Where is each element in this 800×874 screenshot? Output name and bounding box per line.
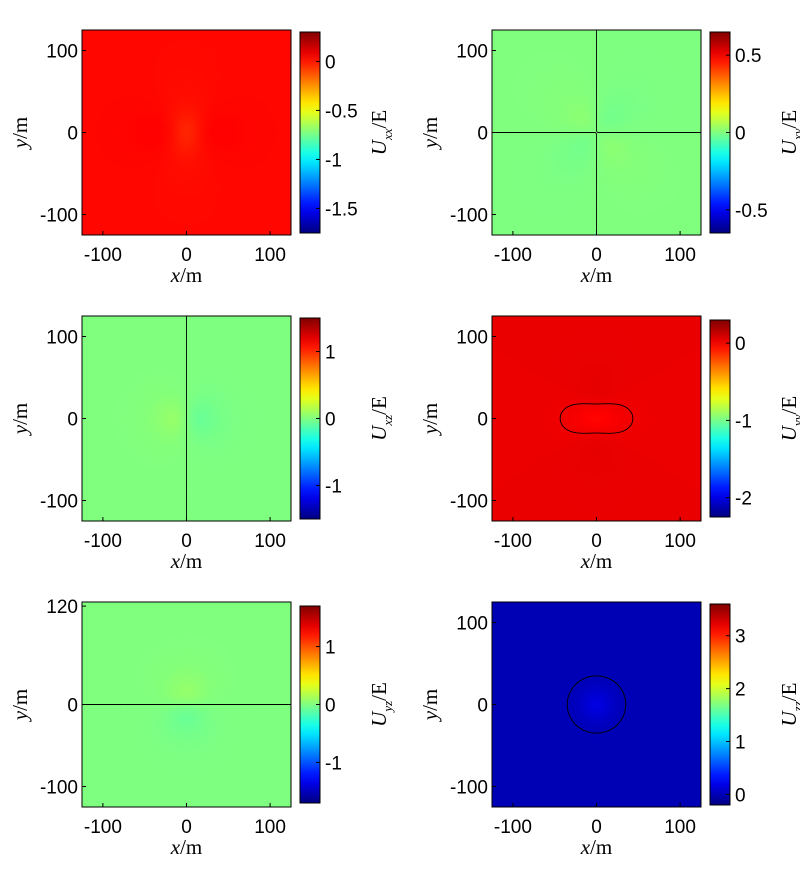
y-tick-label: 0 — [477, 410, 488, 431]
contour-line — [559, 403, 634, 434]
y-axis-label: y/m — [8, 689, 32, 723]
contours-uzz — [566, 675, 627, 734]
y-tick-label: -100 — [450, 206, 488, 227]
colorbar-uyz: 1 0 -1 Uyz/E — [299, 605, 395, 804]
x-tick-label: 0 — [181, 245, 192, 266]
y-tick-label: -100 — [450, 778, 488, 799]
colorbar-label: Uyy/E — [777, 396, 800, 441]
x-axis-label: x/m — [580, 263, 613, 287]
colorbar-label: Uxy/E — [777, 110, 800, 155]
contour-line — [566, 675, 627, 734]
panel-uyy: -100 0 100 100 0 -100 x/m y/m 0 -1 -2 Uyy/E — [418, 315, 800, 573]
x-tick-label: 100 — [254, 245, 286, 266]
y-tick-label: 100 — [46, 42, 78, 63]
colorbar-ramp — [709, 603, 731, 806]
y-axis-label: y/m — [8, 117, 32, 151]
y-tick-label: 0 — [67, 696, 78, 717]
panel-uxx: -100 0 100 100 0 -100 x/m y/m 0 -0.5 -1 -1.5 Uxx/E — [8, 29, 395, 287]
x-axis-label: x/m — [170, 835, 203, 859]
y-axis-label: y/m — [418, 689, 442, 723]
colorbar-label: Uxz/E — [367, 396, 395, 441]
panel-uzz: -100 0 100 100 0 -100 x/m y/m 3 2 1 0 Uzz/E — [418, 601, 800, 859]
y-tick-label: 100 — [456, 328, 488, 349]
colorbar-tick-label: -1 — [325, 150, 342, 171]
contours-uyy — [559, 403, 634, 434]
y-tick-label: 120 — [46, 597, 78, 618]
x-tick-label: 0 — [181, 817, 192, 838]
x-tick-label: 100 — [254, 531, 286, 552]
x-tick-label: -100 — [84, 531, 122, 552]
colorbar-tick-label: 1 — [735, 733, 746, 754]
colorbar-tick-label: -2 — [735, 489, 752, 510]
x-tick-label: 100 — [254, 817, 286, 838]
colorbar-tick-label: 0 — [735, 334, 746, 355]
x-axis-label: x/m — [170, 263, 203, 287]
x-tick-label: -100 — [494, 817, 532, 838]
y-tick-label: 0 — [477, 696, 488, 717]
colorbar-ramp — [709, 319, 731, 518]
colorbar-uzz: 3 2 1 0 Uzz/E — [709, 603, 800, 806]
colorbar-tick-label: -0.5 — [735, 201, 768, 222]
colorbar-tick-label: 0 — [325, 696, 336, 717]
colorbar-tick-label: -1 — [735, 411, 752, 432]
field-image-uzz — [492, 602, 701, 807]
y-tick-label: 0 — [67, 124, 78, 145]
colorbar-tick-label: 0 — [735, 785, 746, 806]
x-axis-label: x/m — [170, 549, 203, 573]
colorbar-tick-label: 1 — [325, 343, 336, 364]
y-tick-label: -100 — [40, 492, 78, 513]
colorbar-uxx: 0 -0.5 -1 -1.5 Uxx/E — [299, 31, 395, 234]
colorbar-label: Uyz/E — [367, 682, 395, 727]
colorbar-tick-label: -1 — [325, 753, 342, 774]
colorbar-uxy: 0.5 0 -0.5 Uxy/E — [709, 31, 800, 234]
x-tick-label: 100 — [664, 245, 696, 266]
colorbar-tick-label: 3 — [735, 627, 746, 648]
y-tick-label: 0 — [477, 124, 488, 145]
panel-uyz: -100 0 100 120 0 -100 x/m y/m 1 0 -1 Uyz/E — [8, 597, 395, 859]
x-tick-label: -100 — [494, 245, 532, 266]
colorbar-ramp — [299, 31, 321, 234]
colorbar-tick-label: 0 — [325, 52, 336, 73]
x-tick-label: -100 — [84, 245, 122, 266]
colorbar-tick-label: 0.5 — [735, 46, 761, 67]
contours-uxy — [492, 30, 701, 235]
colorbar-tick-label: -0.5 — [325, 101, 358, 122]
x-tick-label: -100 — [494, 531, 532, 552]
x-tick-label: 0 — [181, 531, 192, 552]
x-tick-label: -100 — [84, 817, 122, 838]
colorbar-tick-label: 1 — [325, 638, 336, 659]
y-axis-label: y/m — [418, 117, 442, 151]
field-image-uxx — [82, 30, 291, 235]
x-tick-label: 0 — [591, 531, 602, 552]
x-tick-label: 0 — [591, 817, 602, 838]
panel-uxy: -100 0 100 100 0 -100 x/m y/m 0.5 0 -0.5 Uxy/E — [418, 29, 800, 287]
y-tick-label: 100 — [456, 42, 488, 63]
panel-uxz: -100 0 100 100 0 -100 x/m y/m 1 0 -1 Uxz/E — [8, 315, 395, 573]
y-tick-label: 0 — [67, 410, 78, 431]
x-tick-label: 100 — [664, 817, 696, 838]
y-tick-label: 100 — [46, 328, 78, 349]
colorbar-uyy: 0 -1 -2 Uyy/E — [709, 319, 800, 518]
colorbar-tick-label: -1.5 — [325, 199, 358, 220]
colorbar-label: Uzz/E — [777, 683, 800, 727]
contour-line — [492, 30, 701, 235]
colorbar-tick-label: 2 — [735, 680, 746, 701]
y-axis-label: y/m — [8, 403, 32, 437]
colorbar-label: Uxx/E — [367, 110, 395, 155]
colorbar-tick-label: -1 — [325, 477, 342, 498]
colorbar-uxz: 1 0 -1 Uxz/E — [299, 317, 395, 520]
colorbar-tick-label: 0 — [735, 124, 746, 145]
y-tick-label: -100 — [450, 492, 488, 513]
y-axis-label: y/m — [418, 403, 442, 437]
field-image-uyy — [492, 316, 701, 521]
x-axis-label: x/m — [580, 549, 613, 573]
y-tick-label: -100 — [40, 206, 78, 227]
y-tick-label: -100 — [40, 778, 78, 799]
y-tick-label: 100 — [456, 614, 488, 635]
x-tick-label: 100 — [664, 531, 696, 552]
x-tick-label: 0 — [591, 245, 602, 266]
x-axis-label: x/m — [580, 835, 613, 859]
colorbar-tick-label: 0 — [325, 410, 336, 431]
